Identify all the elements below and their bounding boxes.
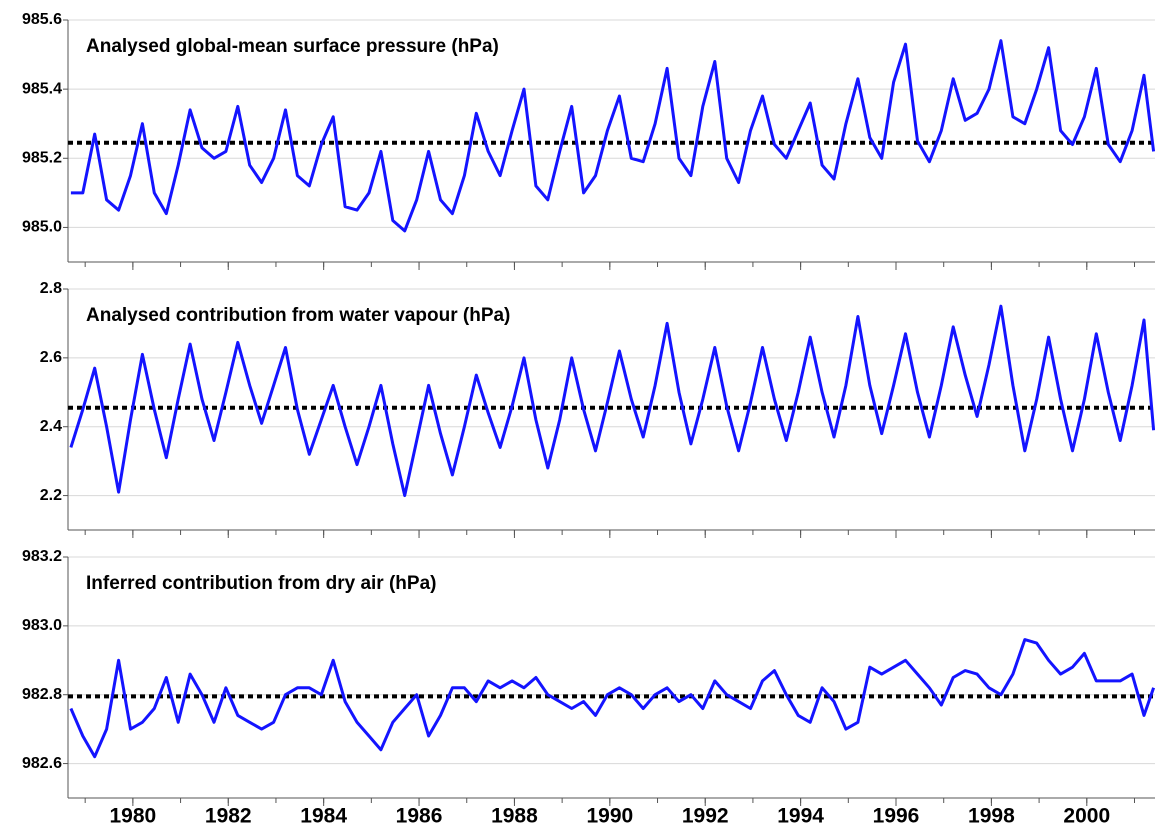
y-tick-label: 983.0 (22, 617, 62, 634)
y-tick-label: 985.4 (22, 80, 62, 97)
y-tick-label: 985.6 (22, 11, 62, 28)
panel-title: Analysed global-mean surface pressure (h… (86, 36, 499, 57)
data-line (69, 304, 1155, 498)
y-tick-label: 985.0 (22, 219, 62, 236)
y-tick-label: 982.6 (22, 755, 62, 772)
x-tick-label: 2000 (1063, 805, 1110, 828)
panel-title: Analysed contribution from water vapour … (86, 305, 510, 326)
x-tick-label: 1992 (682, 805, 729, 828)
x-tick-label: 1986 (396, 805, 443, 828)
x-tick-label: 1982 (205, 805, 252, 828)
x-tick-label: 1996 (873, 805, 920, 828)
y-tick-label: 2.6 (40, 349, 62, 366)
y-tick-label: 2.2 (40, 487, 62, 504)
panel-title: Inferred contribution from dry air (hPa) (86, 573, 436, 594)
y-tick-label: 982.8 (22, 686, 62, 703)
data-line (69, 638, 1155, 759)
y-tick-label: 985.2 (22, 150, 62, 167)
x-tick-label: 1994 (777, 805, 824, 828)
x-tick-label: 1984 (300, 805, 347, 828)
y-tick-label: 2.8 (40, 280, 62, 297)
data-line (70, 39, 1155, 233)
x-tick-label: 1980 (110, 805, 157, 828)
x-tick-label: 1998 (968, 805, 1015, 828)
x-tick-label: 1988 (491, 805, 538, 828)
y-tick-label: 983.2 (22, 548, 62, 565)
x-tick-label: 1990 (586, 805, 633, 828)
y-tick-label: 2.4 (40, 418, 62, 435)
